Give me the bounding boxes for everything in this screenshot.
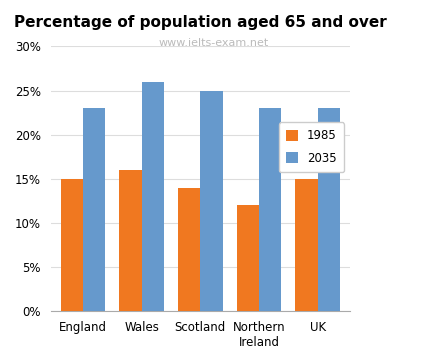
Title: Percentage of population aged 65 and over: Percentage of population aged 65 and ove… bbox=[14, 15, 387, 30]
Bar bbox=[259, 108, 281, 311]
Bar bbox=[119, 170, 142, 311]
Bar bbox=[142, 82, 164, 311]
Bar bbox=[295, 179, 318, 311]
Bar bbox=[178, 188, 200, 311]
Legend: 1985, 2035: 1985, 2035 bbox=[279, 122, 344, 172]
Text: www.ielts-exam.net: www.ielts-exam.net bbox=[158, 38, 269, 48]
Bar bbox=[237, 205, 259, 311]
Bar bbox=[200, 91, 222, 311]
Bar bbox=[83, 108, 105, 311]
Bar bbox=[61, 179, 83, 311]
Bar bbox=[318, 108, 340, 311]
